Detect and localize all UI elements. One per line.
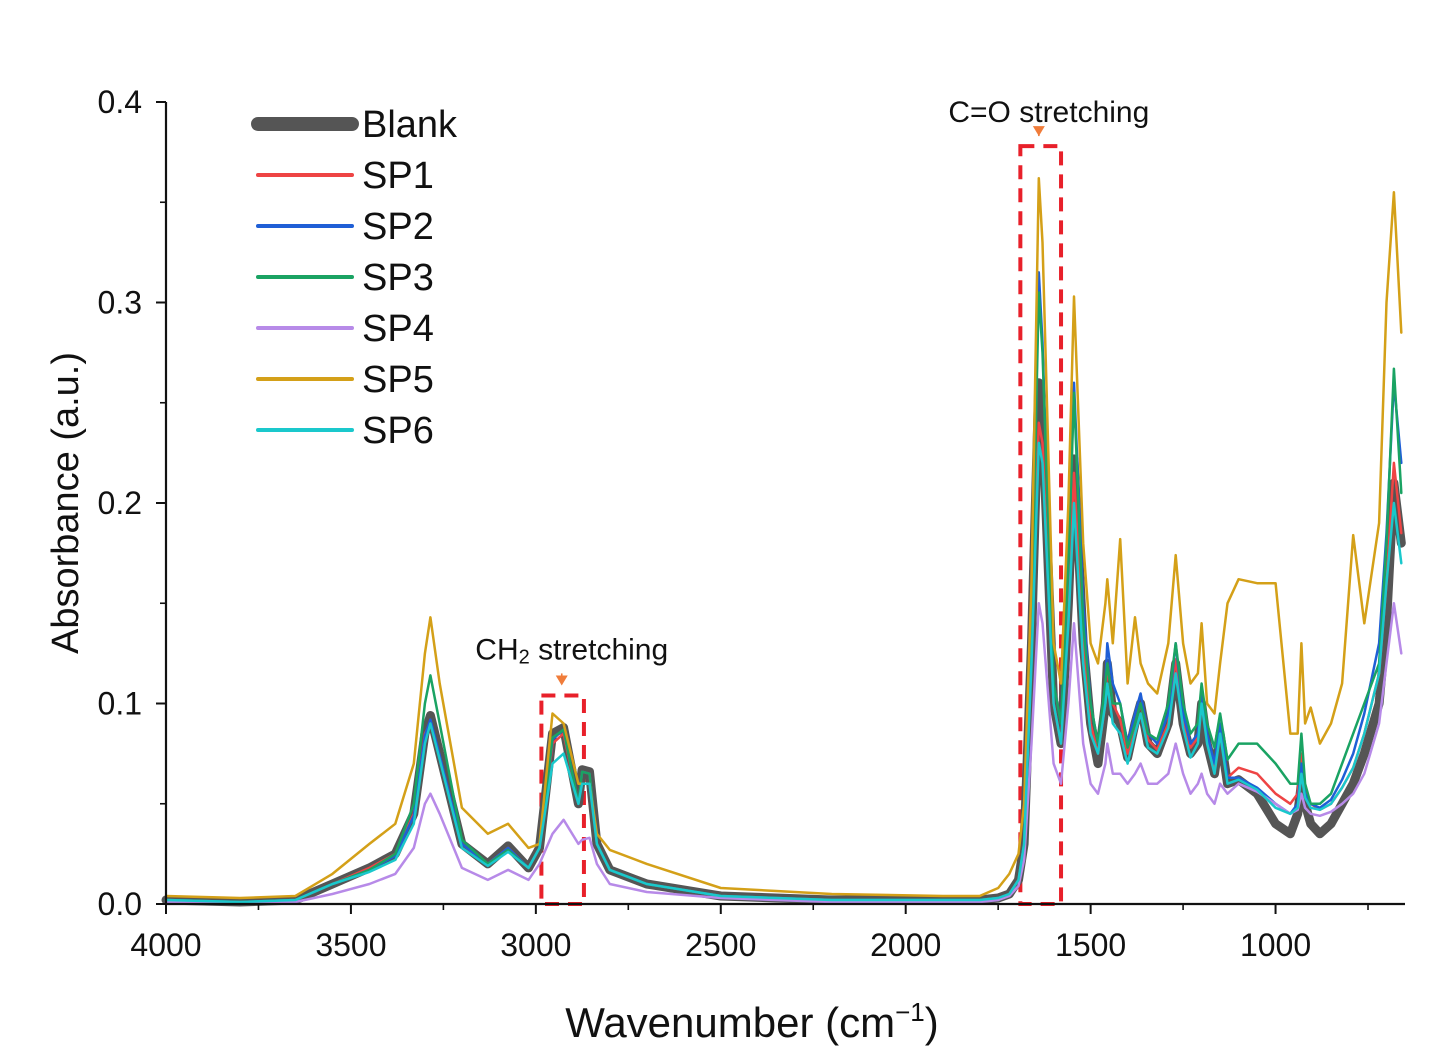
axes: 4000 3500 3000 2500 2000 1500 1000 0.00.10.20.…	[98, 84, 1405, 963]
series-line-sp5	[164, 176, 1403, 900]
annotation-arrow-head	[1032, 126, 1045, 137]
x-tick-label: 2500	[685, 927, 756, 963]
legend-label: SP1	[362, 155, 434, 197]
legend-label: SP4	[362, 308, 434, 350]
legend: Blank SP1 SP2 SP3 SP4 SP5 SP6	[251, 104, 458, 452]
series-line-sp6	[164, 441, 1403, 904]
x-tick-label: 3000	[500, 927, 571, 963]
y-tick-label: 0.4	[98, 84, 142, 120]
series-line-sp1	[164, 421, 1403, 904]
x-tick-label: 2000	[870, 927, 941, 963]
legend-label: SP6	[362, 410, 434, 452]
x-tick-label: 1000	[1240, 927, 1311, 963]
annotations: CH2 stretching C=O stretching	[475, 96, 1149, 686]
legend-label: SP2	[362, 206, 434, 248]
annotation-arrow-head	[555, 675, 568, 686]
legend-label: SP5	[362, 359, 434, 401]
x-tick-label: 3500	[315, 927, 386, 963]
x-axis-label: Wavenumber (cm−1)	[565, 997, 939, 1046]
y-tick-label: 0.1	[98, 686, 142, 722]
y-tick-label: 0.2	[98, 485, 142, 521]
series-line-blank	[161, 378, 1406, 907]
annotation-label: C=O stretching	[948, 96, 1149, 129]
x-ticks: 4000 3500 3000 2500 2000 1500 1000	[130, 904, 1369, 963]
x-axis-label-superscript: −1	[895, 997, 925, 1027]
legend-label: SP3	[362, 257, 434, 299]
series-line-sp2	[164, 271, 1403, 904]
y-tick-label: 0.0	[98, 886, 142, 922]
annotation-boxes	[539, 144, 1064, 907]
y-ticks: 0.0 0.1 0.2 0.3 0.4	[98, 84, 166, 922]
annotation-label: CH2 stretching	[475, 633, 668, 668]
y-tick-label: 0.3	[98, 285, 142, 321]
legend-label: Blank	[362, 104, 458, 146]
x-tick-label: 1500	[1055, 927, 1126, 963]
series-line-sp3	[164, 291, 1403, 904]
series-lines	[161, 176, 1406, 907]
y-axis-label: Absorbance (a.u.)	[45, 352, 87, 654]
x-tick-label: 4000	[130, 927, 201, 963]
